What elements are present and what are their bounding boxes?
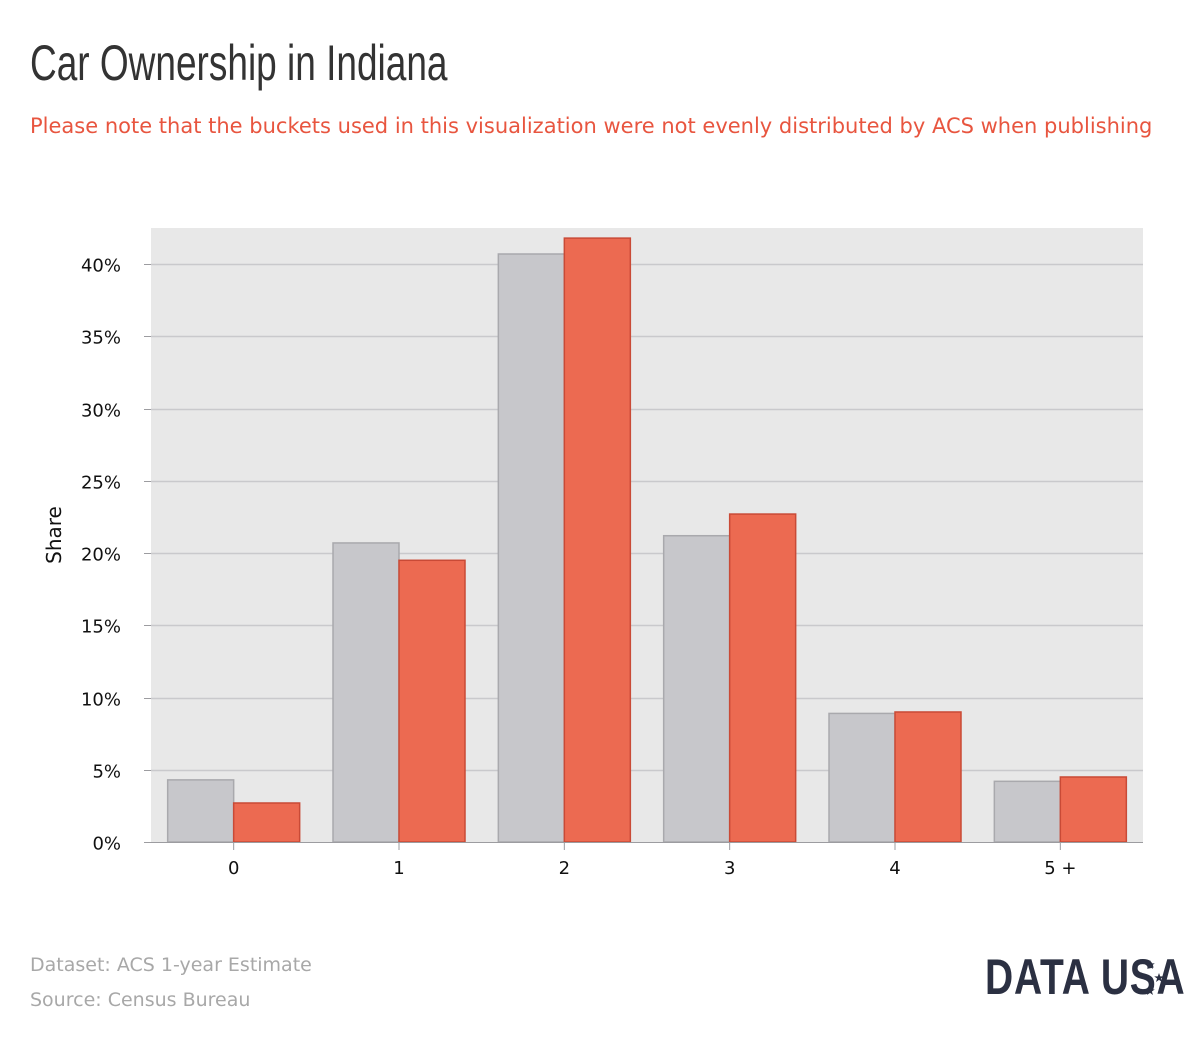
gridlines [151,263,1143,772]
bar-red-5[interactable] [1059,776,1128,843]
bar-grey-3[interactable] [662,534,731,843]
bar-red-1[interactable] [398,559,466,843]
chart-subtitle: Please note that the buckets used in thi… [30,114,1153,138]
stars-icon [1145,960,1164,995]
bar-grey-2[interactable] [497,253,566,843]
dataset-note: Dataset: ACS 1-year Estimate [30,954,312,976]
plot-area [151,228,1143,842]
y-tick-label: 20% [81,545,121,566]
y-tick-label: 0% [92,834,121,855]
y-axis-label: Share [42,506,66,564]
x-tick-labels: 0 1 2 3 4 5 + [228,842,1076,879]
source-note: Source: Census Bureau [30,989,251,1011]
bar-red-2[interactable] [563,237,632,843]
bar-grey-1[interactable] [332,542,400,843]
bars [166,237,1128,843]
x-tick-label: 4 [889,858,900,879]
bar-grey-5[interactable] [993,780,1062,843]
x-tick-label: 0 [228,858,239,879]
y-tick-labels: 0% 5% 10% 15% 20% 25% 30% 35% 40% [81,256,151,855]
y-tick-label: 30% [81,401,121,422]
x-tick-label: 1 [393,858,404,879]
bar-grey-0[interactable] [166,779,235,843]
bar-red-3[interactable] [728,513,797,843]
y-tick-label: 5% [92,762,121,783]
bar-grey-4[interactable] [828,712,896,843]
y-tick-label: 35% [81,328,121,349]
y-tick-label: 10% [81,690,121,711]
x-tick-label: 2 [559,858,570,879]
y-tick-label: 15% [81,617,121,638]
y-tick-label: 40% [81,256,121,277]
x-tick-label: 3 [724,858,735,879]
bar-red-4[interactable] [894,711,962,843]
chart-title: Car Ownership in Indiana [30,35,448,91]
bar-red-0[interactable] [232,802,301,843]
data-usa-logo[interactable]: DATA USA [985,949,1186,1005]
y-tick-label: 25% [81,473,121,494]
x-tick-label: 5 + [1044,858,1076,879]
